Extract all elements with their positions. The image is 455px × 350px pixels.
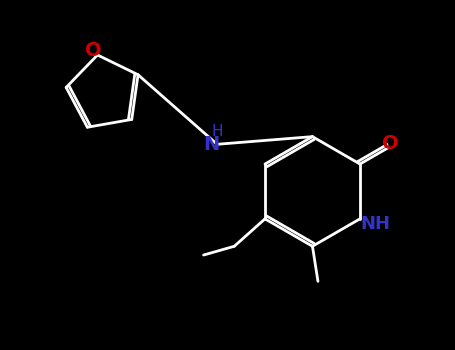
Text: O: O	[85, 41, 101, 60]
Text: O: O	[382, 134, 399, 153]
Text: NH: NH	[360, 215, 390, 233]
Text: H: H	[211, 124, 223, 139]
Text: N: N	[203, 135, 220, 154]
